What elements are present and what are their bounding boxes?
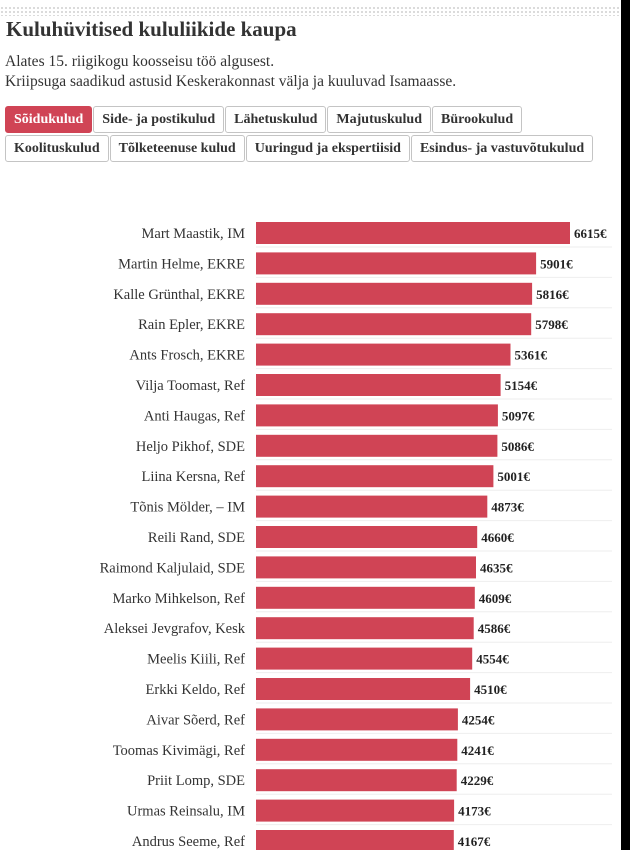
- bar[interactable]: [256, 465, 494, 488]
- tab-tolketeenuse-kulud[interactable]: Tõlketeenuse kulud: [109, 135, 245, 162]
- tab-lahetuskulud[interactable]: Lähetuskulud: [225, 106, 327, 133]
- bar[interactable]: [256, 556, 476, 579]
- bar[interactable]: [256, 252, 537, 275]
- bar-category-label: Andrus Seeme, Ref: [132, 834, 245, 850]
- bar[interactable]: [256, 526, 478, 548]
- bar-category-label: Martin Helme, EKRE: [118, 256, 245, 272]
- bar-value-label: 4635€: [480, 560, 513, 575]
- bar-category-label: Raimond Kaljulaid, SDE: [100, 560, 246, 576]
- bar-category-label: Marko Mihkelson, Ref: [113, 591, 246, 607]
- bar-category-label: Heljo Pikhof, SDE: [136, 439, 245, 455]
- bar[interactable]: [256, 313, 532, 336]
- bar[interactable]: [256, 282, 533, 305]
- bar[interactable]: [256, 586, 475, 609]
- bar-value-label: 5798€: [535, 317, 568, 332]
- tab-majutuskulud[interactable]: Majutuskulud: [327, 106, 431, 133]
- page-scrollbar[interactable]: [621, 0, 630, 850]
- tab-uuringud-ja-ekspertiisid[interactable]: Uuringud ja ekspertiisid: [245, 135, 410, 162]
- tab-esindus-ja-vastuvotukulud[interactable]: Esindus- ja vastuvõtukulud: [410, 135, 594, 162]
- bar-value-label: 4873€: [491, 500, 524, 515]
- bar-value-label: 4510€: [474, 682, 507, 697]
- page-subtitle-line1: Alates 15. riigikogu koosseisu töö algus…: [5, 53, 275, 70]
- bar-value-label: 5901€: [540, 256, 573, 271]
- tab-burookulud[interactable]: Bürookulud: [432, 106, 523, 133]
- bar-category-label: Urmas Reinsalu, IM: [127, 804, 245, 820]
- bar-value-label: 5361€: [515, 348, 548, 363]
- bar-value-label: 4554€: [476, 652, 509, 667]
- bar-value-label: 4173€: [458, 804, 491, 819]
- bar-category-label: Toomas Kivimägi, Ref: [113, 743, 245, 759]
- bar-value-label: 4241€: [461, 743, 494, 758]
- bar[interactable]: [256, 830, 454, 850]
- bar-category-label: Rain Epler, EKRE: [138, 317, 245, 333]
- top-dotted-strip: [0, 6, 621, 16]
- bar-category-label: Mart Maastik, IM: [142, 226, 246, 242]
- page-subtitle-line2: Kriipsuga saadikud astusid Keskerakonnas…: [5, 73, 457, 90]
- bar-category-label: Anti Haugas, Ref: [144, 408, 245, 424]
- bar-category-label: Kalle Grünthal, EKRE: [113, 287, 245, 303]
- bar-category-label: Liina Kersna, Ref: [142, 469, 246, 485]
- bar-category-label: Reili Rand, SDE: [148, 530, 245, 546]
- bar-category-label: Priit Lomp, SDE: [147, 773, 245, 789]
- bar-value-label: 5097€: [502, 408, 535, 423]
- bar[interactable]: [256, 799, 455, 822]
- bar-value-label: 4254€: [462, 712, 495, 727]
- bar-category-label: Tõnis Mölder, – IM: [130, 500, 245, 516]
- bar[interactable]: [256, 374, 501, 396]
- tab-side-ja-postikulud[interactable]: Side- ja postikulud: [93, 106, 225, 133]
- bar-category-label: Aleksei Jevgrafov, Kesk: [104, 621, 246, 637]
- expense-type-tabs: Sõidukulud Side- ja postikulud Lähetuskulu…: [5, 106, 615, 164]
- bar[interactable]: [256, 404, 498, 427]
- bar-category-label: Ants Frosch, EKRE: [129, 348, 245, 364]
- expense-bar-chart: Mart Maastik, IM 6615€ Martin Helme, EKRE 5…: [100, 222, 612, 850]
- bar-value-label: 4586€: [478, 621, 511, 636]
- bar-value-label: 5086€: [501, 439, 534, 454]
- bar-category-label: Erkki Keldo, Ref: [146, 682, 246, 698]
- bar[interactable]: [256, 738, 458, 761]
- bar[interactable]: [256, 222, 570, 244]
- bar[interactable]: [256, 708, 458, 731]
- bar[interactable]: [256, 678, 471, 700]
- bar-value-label: 4660€: [481, 530, 514, 545]
- bar-value-label: 5816€: [536, 287, 569, 302]
- bar-value-label: 5001€: [497, 469, 530, 484]
- bar-value-label: 5154€: [505, 378, 538, 393]
- bar[interactable]: [256, 343, 511, 366]
- bar[interactable]: [256, 434, 498, 457]
- bar-value-label: 4229€: [461, 773, 494, 788]
- bar-value-label: 6615€: [574, 226, 607, 241]
- tab-koolituskulud[interactable]: Koolituskulud: [5, 135, 109, 162]
- bar[interactable]: [256, 647, 473, 670]
- bar-category-label: Aivar Sõerd, Ref: [146, 712, 245, 728]
- bar[interactable]: [256, 769, 457, 792]
- bar-category-label: Vilja Toomast, Ref: [136, 378, 246, 394]
- bar-value-label: 4167€: [458, 834, 491, 849]
- bar-value-label: 4609€: [479, 591, 512, 606]
- page-title: Kuluhüvitised kululiikide kaupa: [6, 17, 297, 41]
- bar-category-label: Meelis Kiili, Ref: [147, 652, 245, 668]
- tab-soidukulud[interactable]: Sõidukulud: [5, 106, 93, 133]
- bar[interactable]: [256, 617, 474, 640]
- bar[interactable]: [256, 495, 488, 518]
